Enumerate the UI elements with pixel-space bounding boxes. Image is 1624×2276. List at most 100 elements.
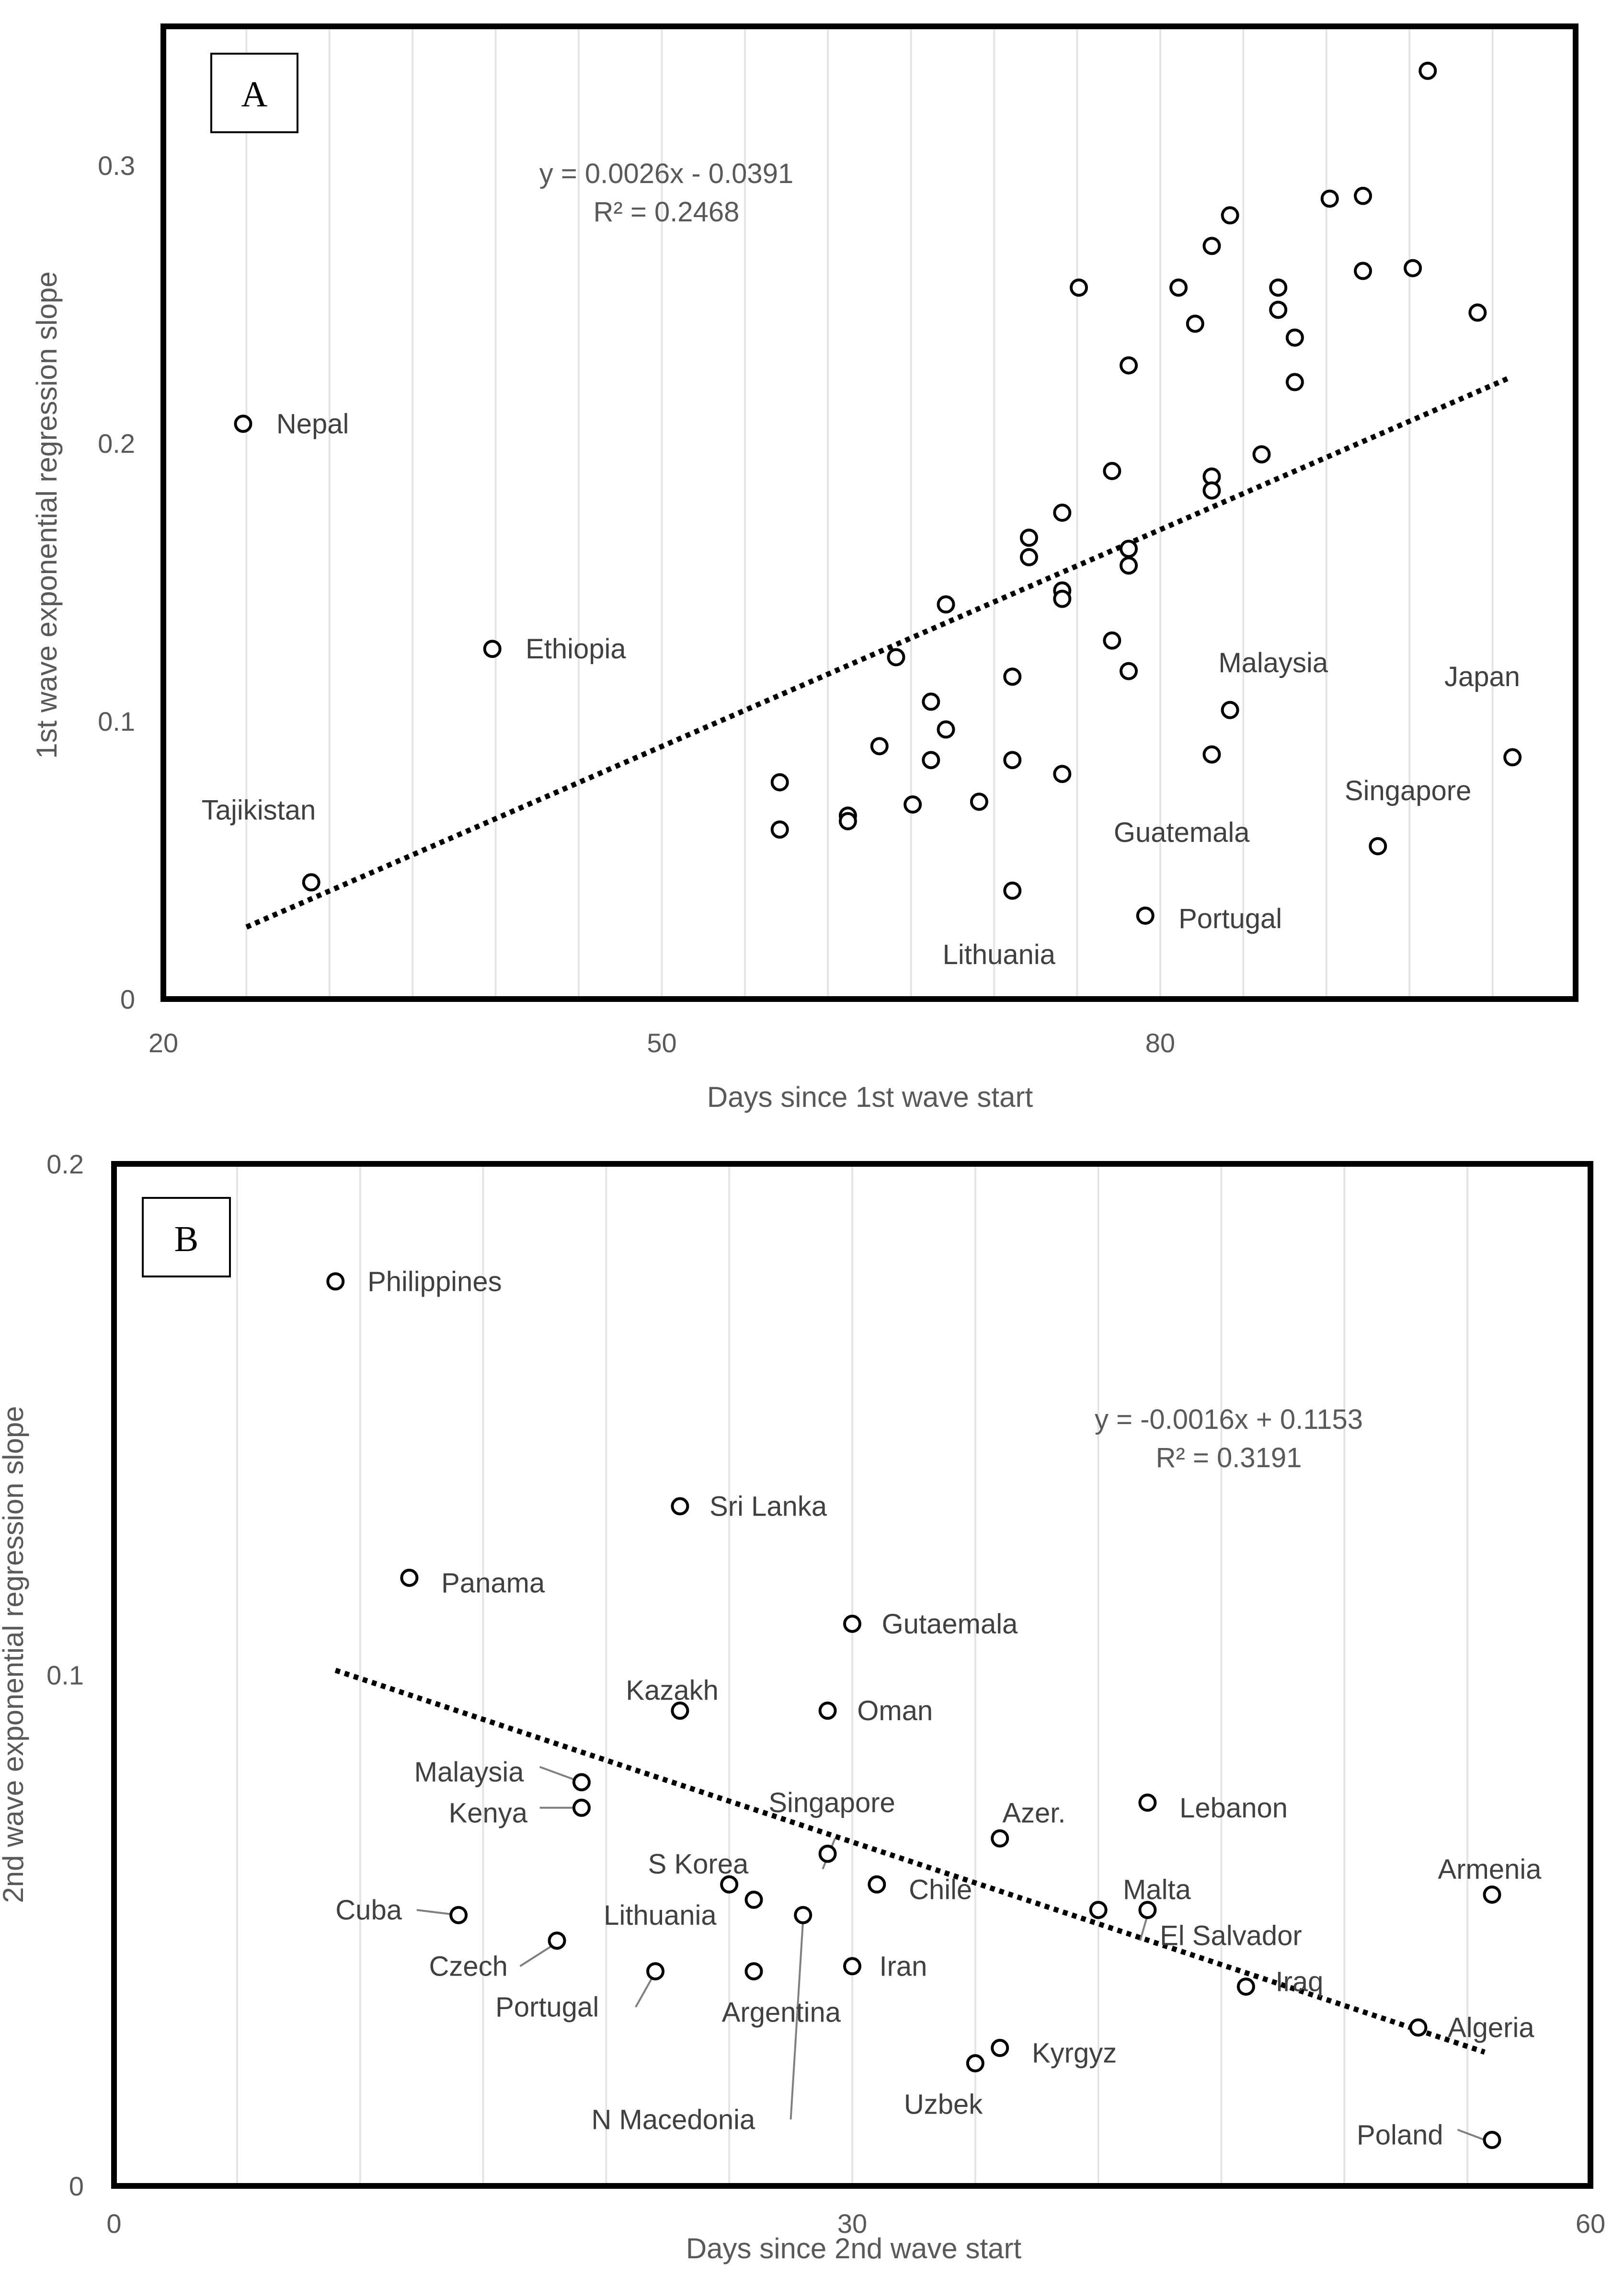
chart-b-point bbox=[991, 1829, 1009, 1848]
chart-a-point bbox=[887, 648, 905, 667]
chart-a-point bbox=[1269, 278, 1288, 297]
chart-b-point bbox=[966, 2054, 984, 2073]
chart-a-point bbox=[903, 795, 922, 814]
chart-b-point bbox=[818, 1844, 837, 1863]
chart-a-point bbox=[302, 873, 320, 892]
chart-a-x-tick-label: 80 bbox=[1145, 1028, 1175, 1058]
chart-a-labels-layer: Nepal Ethiopia Tajikistan Malaysia Japan Sing… bbox=[202, 408, 1520, 970]
chart-b-point bbox=[991, 2039, 1009, 2058]
chart-a-point bbox=[970, 793, 988, 811]
chart-b-trendline-layer bbox=[334, 1667, 1486, 2055]
chart-a-point-label: Guatemala bbox=[1114, 817, 1250, 848]
chart-b-x-tick-label: 60 bbox=[1576, 2208, 1605, 2239]
chart-a-point bbox=[1120, 662, 1138, 680]
chart-b-point bbox=[744, 1890, 763, 1909]
chart-a-point bbox=[1354, 186, 1372, 205]
chart-b-panel-label: B bbox=[174, 1219, 199, 1259]
chart-a-point bbox=[1285, 328, 1304, 347]
chart-a-point bbox=[1202, 237, 1221, 255]
chart-a-point bbox=[1053, 589, 1072, 608]
chart-b-point-label: El Salvador bbox=[1160, 1920, 1302, 1951]
chart-a-y-tick-label: 0.3 bbox=[98, 150, 135, 181]
chart-a-point bbox=[922, 692, 940, 711]
chart-b-y-tick-label: 0.2 bbox=[46, 1149, 84, 1179]
chart-a-point bbox=[1003, 881, 1022, 900]
chart-b-trend-r2: R² = 0.3191 bbox=[1156, 1442, 1302, 1473]
chart-b-y-tick-label: 0 bbox=[69, 2171, 84, 2201]
chart-b-point-label: Malaysia bbox=[414, 1757, 525, 1788]
chart-b-point bbox=[1409, 2018, 1428, 2037]
chart-b-point-label: Cuba bbox=[335, 1895, 402, 1926]
chart-a-point bbox=[1269, 300, 1288, 319]
chart-a-point bbox=[770, 820, 789, 839]
chart-a-point bbox=[1069, 278, 1088, 297]
chart-b-point-label: Uzbek bbox=[904, 2089, 983, 2120]
chart-a-point bbox=[1221, 206, 1239, 225]
chart-a-point-label: Singapore bbox=[1345, 775, 1471, 806]
chart-a-point bbox=[1468, 303, 1487, 322]
chart-b-point bbox=[646, 1962, 665, 1981]
chart-b-point-label: Algeria bbox=[1448, 2012, 1534, 2043]
chart-b-point-label: Gutaemala bbox=[882, 1609, 1018, 1640]
chart-a-point bbox=[1418, 61, 1437, 80]
chart-b-point bbox=[1138, 1793, 1157, 1812]
chart-b-point-label: Malta bbox=[1123, 1874, 1191, 1905]
chart-b: Philippines Sri Lanka Panama Gutaemala Kazak… bbox=[0, 1149, 1605, 2265]
chart-a-point bbox=[1503, 748, 1522, 767]
chart-b-point-label: Philippines bbox=[367, 1266, 502, 1297]
chart-b-labels-layer: Philippines Sri Lanka Panama Gutaemala Kazak… bbox=[335, 1266, 1542, 2150]
chart-b-trend-equation: y = -0.0016x + 0.1153 bbox=[1095, 1404, 1363, 1435]
chart-a-point bbox=[1202, 481, 1221, 500]
chart-b-point bbox=[572, 1773, 591, 1792]
chart-b-point-label: Kenya bbox=[449, 1797, 528, 1828]
chart-b-point-label: Sri Lanka bbox=[709, 1491, 827, 1522]
chart-a-y-axis-label: 1st wave exponential regression slope bbox=[31, 271, 63, 759]
chart-a-point bbox=[1103, 631, 1121, 650]
chart-a-point-label: Ethiopia bbox=[526, 633, 626, 665]
chart-b-trendline bbox=[334, 1667, 1486, 2055]
chart-b-point bbox=[548, 1931, 566, 1950]
chart-b-leader-line bbox=[519, 1945, 553, 1967]
chart-b-point bbox=[1089, 1901, 1108, 1920]
chart-a-point bbox=[1202, 745, 1221, 764]
chart-b-point-label: Armenia bbox=[1438, 1854, 1542, 1885]
chart-b-point-label: Kyrgyz bbox=[1032, 2038, 1117, 2069]
chart-a-panel-label-box bbox=[210, 53, 298, 133]
chart-a-point-label: Nepal bbox=[276, 408, 349, 439]
chart-b-point bbox=[671, 1497, 689, 1516]
chart-b-leader-line bbox=[1457, 2128, 1485, 2141]
chart-b-plot-border bbox=[111, 1161, 1593, 2189]
chart-a-point-label: Malaysia bbox=[1218, 647, 1328, 678]
chart-b-point bbox=[1483, 2131, 1501, 2150]
chart-b-point bbox=[868, 1875, 886, 1894]
chart-b-point bbox=[671, 1701, 689, 1720]
chart-a-point bbox=[1120, 540, 1138, 558]
chart-b-point-label: S Korea bbox=[648, 1849, 749, 1880]
chart-b-points-layer bbox=[326, 1272, 1501, 2150]
chart-a-point bbox=[1053, 504, 1072, 522]
chart-b-point-label: Panama bbox=[441, 1568, 545, 1599]
chart-a-point bbox=[922, 751, 940, 770]
chart-a-point bbox=[1354, 262, 1372, 280]
chart-b-point bbox=[400, 1568, 419, 1587]
chart-b-point bbox=[1236, 1977, 1255, 1996]
chart-b-x-axis-label: Days since 2nd wave start bbox=[686, 2232, 1022, 2265]
chart-b-gridlines bbox=[236, 1164, 1469, 2186]
chart-b-point bbox=[818, 1701, 837, 1720]
chart-b-point-label: Poland bbox=[1357, 2119, 1443, 2150]
chart-a-point bbox=[1136, 907, 1155, 925]
chart-a-point bbox=[483, 640, 502, 658]
chart-a-point bbox=[234, 414, 252, 433]
chart-a-point bbox=[1186, 314, 1204, 333]
chart-a-y-tick-label: 0.2 bbox=[98, 428, 135, 459]
chart-a-point-label: Tajikistan bbox=[202, 795, 316, 826]
chart-b-y-axis-label: 2nd wave exponential regression slope bbox=[0, 1406, 29, 1903]
chart-a-point bbox=[770, 773, 789, 792]
chart-b-point-label: Oman bbox=[857, 1695, 933, 1726]
chart-a-point bbox=[1252, 445, 1271, 464]
chart-a-point bbox=[1369, 837, 1387, 855]
chart-a-point bbox=[1221, 701, 1239, 719]
chart-b-panel-label-box bbox=[142, 1197, 231, 1277]
chart-a-point-label: Lithuania bbox=[943, 939, 1056, 970]
